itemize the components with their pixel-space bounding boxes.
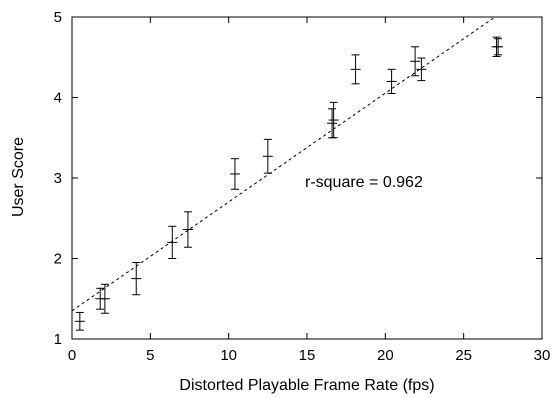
data-point — [262, 138, 273, 174]
data-point — [74, 311, 85, 331]
data-point — [167, 225, 178, 259]
x-tick-label: 20 — [377, 347, 394, 364]
data-points — [74, 36, 504, 331]
data-point — [410, 46, 421, 77]
fit-line — [71, 16, 496, 312]
x-tick-label: 25 — [455, 347, 472, 364]
y-tick-label: 5 — [54, 9, 62, 26]
data-point — [493, 38, 504, 56]
data-point — [131, 262, 142, 296]
y-tick-label: 4 — [54, 90, 62, 107]
x-axis-label: Distorted Playable Frame Rate (fps) — [179, 377, 434, 394]
x-tick-label: 15 — [299, 347, 316, 364]
data-point — [99, 283, 110, 314]
x-tick-label: 0 — [68, 347, 76, 364]
x-tick-label: 10 — [220, 347, 237, 364]
data-point — [350, 54, 361, 85]
data-point — [328, 101, 339, 139]
annotation-r-square: r-square = 0.962 — [305, 174, 423, 191]
y-axis-label: User Score — [10, 137, 27, 217]
x-tick-label: 30 — [534, 347, 551, 364]
y-tick-label: 3 — [54, 170, 62, 187]
fit-line-group — [71, 16, 496, 312]
y-tick-label: 2 — [54, 251, 62, 268]
data-point — [416, 57, 427, 82]
y-tick-label: 1 — [54, 331, 62, 348]
data-point — [386, 68, 397, 94]
data-point — [182, 211, 193, 248]
data-point — [327, 108, 338, 139]
x-tick-label: 5 — [146, 347, 154, 364]
axes: 0 5 10 15 20 25 30 1 2 3 4 5 — [54, 9, 551, 364]
data-point — [229, 158, 240, 190]
